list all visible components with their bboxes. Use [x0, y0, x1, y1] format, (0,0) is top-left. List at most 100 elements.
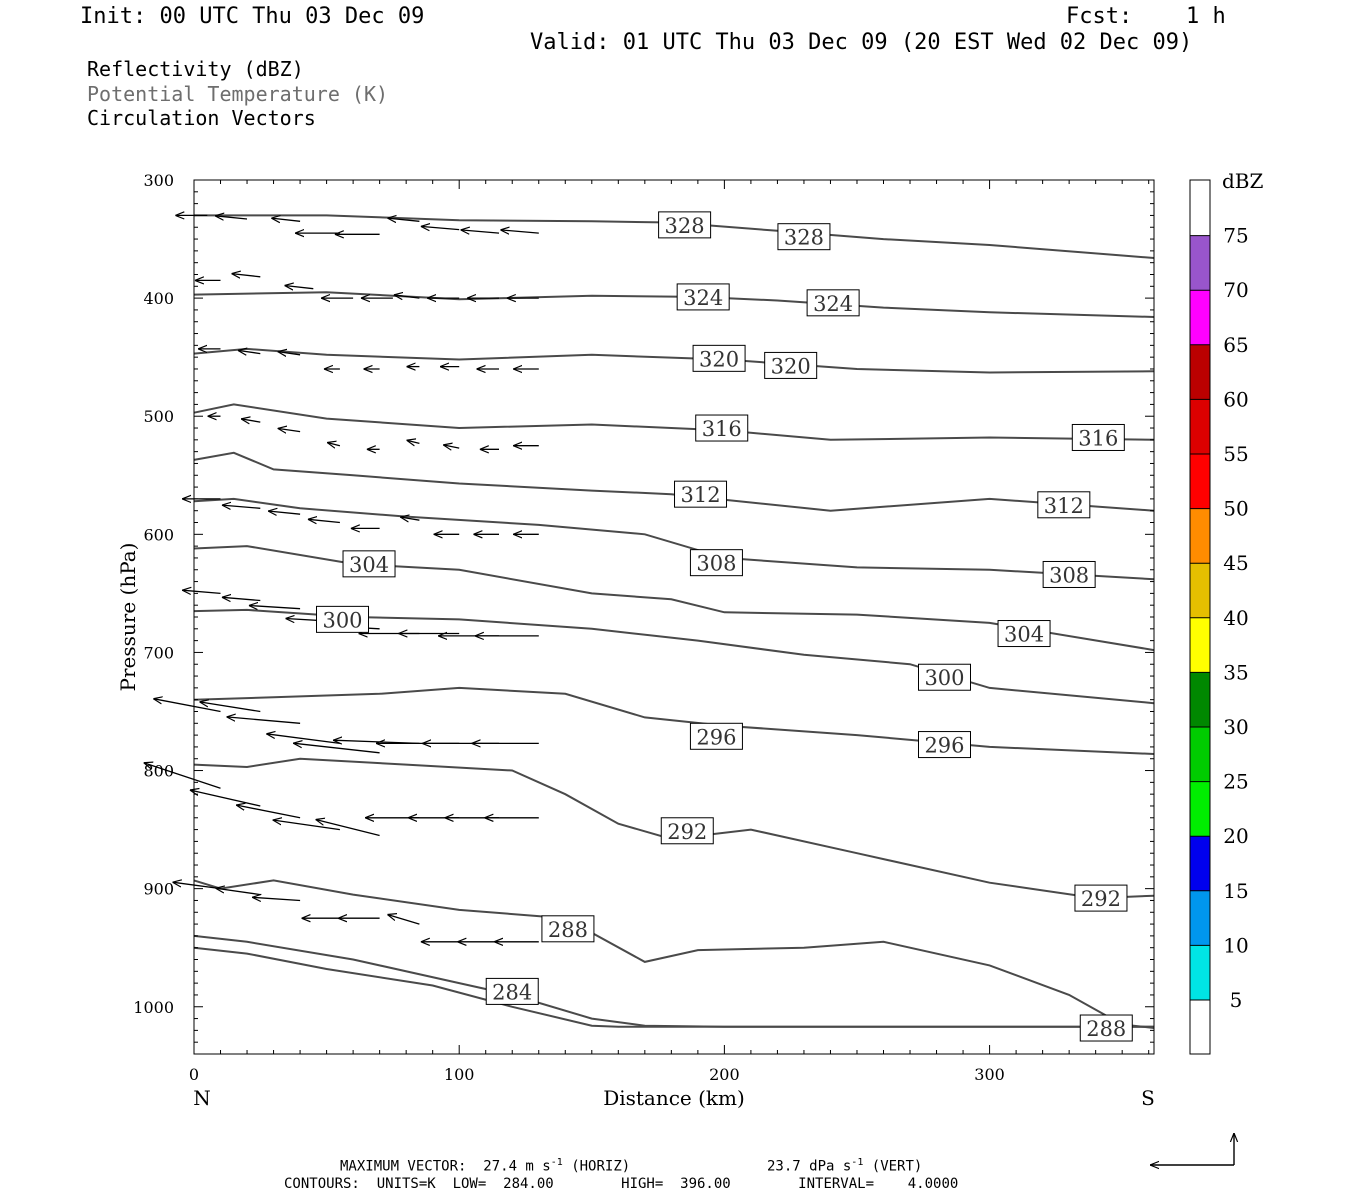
circulation-vector: [252, 897, 301, 900]
circulation-vector: [182, 590, 221, 593]
contour-label-box: [997, 620, 1051, 648]
forecast-hour: 1 h: [1186, 4, 1226, 29]
colorbar-tick-label: 70: [1223, 278, 1248, 302]
contour-label: 304: [349, 553, 389, 577]
contour-label: 308: [1049, 563, 1089, 587]
contour-label-box: [485, 977, 539, 1005]
circulation-vector: [293, 743, 380, 754]
contour-label: 300: [322, 608, 362, 632]
contour-label: 308: [696, 552, 736, 576]
init-time: Init: 00 UTC Thu 03 Dec 09: [80, 4, 425, 29]
circulation-vector: [285, 286, 314, 289]
colorbar: 5 10 15 20 25 30 35 40 45 50 55 60 65 70 75: [1189, 179, 1249, 1055]
contour-label: 296: [696, 725, 736, 749]
circulation-vector: [249, 606, 301, 609]
colorbar-tick-label: 75: [1223, 224, 1248, 248]
contour-label-box: [692, 344, 746, 372]
circulation-vector: [278, 352, 301, 355]
theta-contour-288: [193, 879, 1155, 1029]
contour-label: 316: [702, 417, 742, 441]
colorbar-tick-label: 30: [1223, 715, 1248, 739]
contour-label: 296: [924, 734, 964, 758]
colorbar-bin: [1190, 672, 1210, 727]
contour-label-box: [764, 351, 818, 379]
contour-label-box: [695, 414, 749, 442]
circulation-vector: [443, 445, 460, 448]
contour-label-box: [1071, 423, 1125, 451]
circulation-vector: [227, 717, 301, 724]
theta-contour-292: [193, 757, 1155, 900]
contour-label: 320: [771, 354, 811, 378]
colorbar-unit: dBZ: [1222, 169, 1264, 193]
y-tick-label: 800: [143, 762, 174, 781]
colorbar-tick-label: 20: [1223, 824, 1248, 848]
contour-label: 304: [1004, 623, 1044, 647]
y-tick-label: 300: [143, 171, 174, 190]
contour-label-box: [541, 915, 595, 943]
circulation-vector: [327, 443, 341, 446]
colorbar-bin: [1190, 508, 1210, 564]
colorbar-tick-label: 40: [1223, 606, 1248, 630]
x-tick-label: 0: [189, 1065, 199, 1084]
circulation-vector: [238, 350, 261, 353]
y-tick-label: 900: [143, 880, 174, 899]
contour-label: 288: [1086, 1017, 1126, 1041]
theta-contour-296: [193, 686, 1155, 755]
y-tick-label: 1000: [133, 998, 174, 1017]
field-circulation-vectors: Circulation Vectors: [87, 106, 316, 130]
circulation-vector: [421, 226, 460, 229]
circulation-vector: [308, 519, 340, 522]
x-tick-label: 200: [709, 1065, 740, 1084]
contour-label: 284: [492, 980, 532, 1004]
circulation-vector: [173, 882, 221, 890]
circulation-vector: [316, 820, 380, 837]
colorbar-bin: [1190, 617, 1210, 673]
contour-label: 292: [667, 820, 707, 844]
colorbar-tick-label: 10: [1223, 933, 1248, 957]
theta-contour-308: [193, 497, 1155, 581]
contour-label-box: [689, 722, 743, 750]
circulation-vector: [215, 216, 248, 219]
forecast-label: Fcst:: [1066, 4, 1133, 29]
contour-label: 328: [665, 214, 705, 238]
contour-label: 292: [1081, 887, 1121, 911]
contour-label-box: [342, 550, 396, 578]
colorbar-tick-label: 5: [1230, 988, 1243, 1012]
circulation-vector: [190, 790, 261, 807]
contour-label: 312: [680, 483, 720, 507]
colorbar-bin: [1190, 890, 1210, 946]
circulation-vector: [266, 734, 340, 745]
circulation-vector: [394, 295, 420, 298]
contour-label-box: [1079, 1014, 1133, 1042]
contour-label-box: [660, 817, 714, 845]
contour-label-box: [658, 211, 712, 239]
theta-contour-312: [193, 451, 1155, 512]
vectors-layer: [144, 215, 539, 941]
theta-contour-284: [193, 934, 1154, 1028]
colorbar-bin: [1190, 235, 1210, 291]
colorbar-bin: [1190, 399, 1210, 454]
colorbar-bin: [1190, 945, 1210, 1000]
colorbar-tick-label: 35: [1223, 660, 1248, 684]
valid-time: Valid: 01 UTC Thu 03 Dec 09 (20 EST Wed …: [530, 30, 1193, 55]
y-tick-label: 700: [143, 643, 174, 662]
theta-contour-extra-12: [193, 946, 1154, 1028]
theta-contour-316: [193, 403, 1155, 441]
theta-contour-324: [193, 291, 1155, 318]
x-axis-label: Distance (km): [603, 1086, 745, 1110]
colorbar-frame: [1189, 179, 1211, 1055]
contour-label-box: [806, 289, 860, 317]
contour-label: 324: [813, 292, 853, 316]
contour-info: CONTOURS: UNITS=K LOW= 284.00 HIGH= 396.…: [284, 1176, 959, 1192]
circulation-vector: [278, 428, 301, 431]
colorbar-bin: [1190, 290, 1210, 345]
max-vector-horiz: MAXIMUM VECTOR: 27.4 m s-1 (HORIZ): [340, 1157, 631, 1175]
contour-labels-layer: 328 328 324 324 320 320 316 316 312 312 308 308 304 3…: [316, 211, 1133, 1042]
field-reflectivity: Reflectivity (dBZ): [87, 57, 304, 81]
theta-contour-304: [193, 545, 1155, 652]
contour-label-box: [917, 663, 971, 691]
circulation-vector: [232, 274, 261, 277]
circulation-vector: [500, 230, 539, 233]
y-tick-label: 500: [143, 407, 174, 426]
